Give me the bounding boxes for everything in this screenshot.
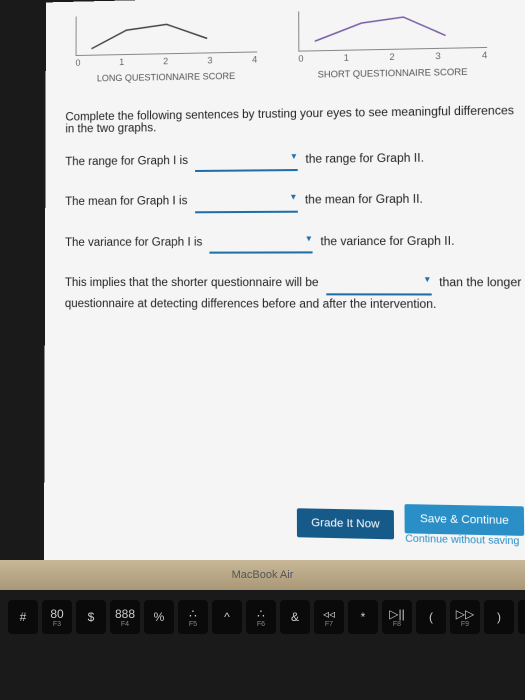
key: ◃◃F7 — [314, 600, 344, 634]
key: & — [280, 600, 310, 634]
sentence-implication: This implies that the shorter questionna… — [65, 274, 522, 314]
key: # — [8, 600, 38, 634]
chart-short-label: SHORT QUESTIONNAIRE SCORE — [298, 66, 487, 79]
key: 80F3 — [42, 600, 72, 634]
laptop-bezel: MacBook Air — [0, 560, 525, 590]
key: 888F4 — [110, 600, 140, 634]
dropdown-implication[interactable] — [326, 274, 431, 295]
sentence-range: The range for Graph I is the range for G… — [65, 148, 520, 173]
chart-long-label: LONG QUESTIONNAIRE SCORE — [75, 71, 257, 84]
key: ∴F5 — [178, 600, 208, 634]
keyboard: #80F3$888F4%∴F5^∴F6&◃◃F7*▷||F8(▷▷F9) ◁F10… — [0, 590, 525, 700]
quiz-screen: 01 23 4 LONG QUESTIONNAIRE SCORE 01 23 4… — [44, 0, 525, 575]
key: $ — [76, 600, 106, 634]
key: ( — [416, 600, 446, 634]
key: ▷▷F9 — [450, 600, 480, 634]
dropdown-mean[interactable] — [195, 192, 298, 213]
sentence-variance: The variance for Graph I is the variance… — [65, 232, 521, 254]
key: ∴F6 — [246, 600, 276, 634]
key: ) — [484, 600, 514, 634]
save-continue-button[interactable]: Save & Continue — [405, 504, 524, 536]
chart-short: 01 23 4 SHORT QUESTIONNAIRE SCORE — [298, 7, 487, 80]
chart-short-line — [310, 13, 457, 47]
key-row-1: #80F3$888F4%∴F5^∴F6&◃◃F7*▷||F8(▷▷F9)◁F10… — [8, 600, 517, 634]
instruction-text: Complete the following sentences by trus… — [65, 105, 520, 135]
key: ^ — [212, 600, 242, 634]
dropdown-variance[interactable] — [210, 233, 313, 254]
key: % — [144, 600, 174, 634]
dropdown-range[interactable] — [195, 151, 298, 173]
laptop-brand: MacBook Air — [232, 569, 294, 581]
chart-long-line — [86, 18, 227, 51]
key: ◁F10 — [518, 600, 525, 634]
sentence-mean: The mean for Graph I is the mean for Gra… — [65, 190, 521, 214]
key: * — [348, 600, 378, 634]
chart-long: 01 23 4 LONG QUESTIONNAIRE SCORE — [75, 12, 257, 83]
key: ▷||F8 — [382, 600, 412, 634]
button-row: Grade It Now Save & Continue Continue wi… — [64, 498, 524, 559]
grade-button[interactable]: Grade It Now — [296, 508, 394, 539]
continue-link[interactable]: Continue without saving — [405, 533, 524, 547]
charts-row: 01 23 4 LONG QUESTIONNAIRE SCORE 01 23 4… — [66, 6, 520, 84]
